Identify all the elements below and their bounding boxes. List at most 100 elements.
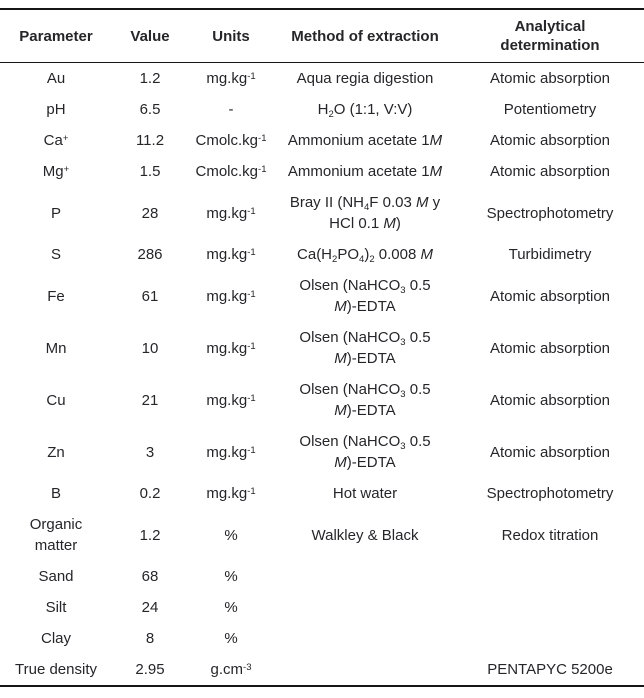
cell-units: mg.kg-1 xyxy=(206,204,256,222)
table-row: B 0.2 mg.kg-1 Hot water Spectrophotometry xyxy=(0,478,644,509)
cell-parameter: Fe xyxy=(47,287,65,305)
cell-units: mg.kg-1 xyxy=(206,70,256,87)
table-row: Clay 8% xyxy=(0,623,644,654)
cell-method: Ammonium acetate 1M xyxy=(287,132,443,149)
cell-value: 11.2 xyxy=(135,132,165,149)
cell-units: mg.kg-1 xyxy=(206,246,256,263)
cell-value: 68 xyxy=(141,568,159,585)
cell-units: - xyxy=(228,101,234,118)
cell-method: Bray II (NH4F 0.03 M y HCl 0.1 M) xyxy=(289,194,441,232)
cell-determination: Redox titration xyxy=(501,526,599,544)
cell-parameter: True density xyxy=(15,661,97,678)
cell-method: Walkley & Black xyxy=(311,526,419,544)
cell-determination: Turbidimetry xyxy=(508,246,592,263)
cell-parameter: B xyxy=(50,485,61,502)
table-body: Au 1.2 mg.kg-1 Aqua regia digestion Atomic a… xyxy=(0,63,644,687)
table-row: True density 2.95 g.cm-3 PENTAPYC 5200e xyxy=(0,654,644,686)
cell-determination: Atomic absorption xyxy=(489,287,611,305)
cell-method: Olsen (NaHCO3 0.5 M)-EDTA xyxy=(299,433,431,471)
table-row: Au 1.2 mg.kg-1 Aqua regia digestion Atomic a… xyxy=(0,63,644,95)
table-row: Zn 3 mg.kg-1 Olsen (NaHCO3 0.5 M)-EDTA Atomic… xyxy=(0,426,644,478)
cell-value: 0.2 xyxy=(139,485,161,502)
cell-units: Cmolc.kg-1 xyxy=(195,132,267,149)
cell-value: 3 xyxy=(145,443,155,461)
column-header-method: Method of extraction xyxy=(274,9,456,63)
cell-parameter: Zn xyxy=(47,443,65,461)
cell-value: 286 xyxy=(137,246,163,263)
cell-units: % xyxy=(224,568,238,585)
cell-value: 28 xyxy=(141,204,159,222)
cell-value: 8 xyxy=(145,630,155,647)
table-row: Mn 10 mg.kg-1 Olsen (NaHCO3 0.5 M)-EDTA Atomi… xyxy=(0,322,644,374)
cell-method xyxy=(274,561,456,592)
table-row: Silt 24% xyxy=(0,592,644,623)
cell-determination: Atomic absorption xyxy=(489,163,611,180)
column-header-units: Units xyxy=(188,9,274,63)
cell-determination: Spectrophotometry xyxy=(486,485,614,502)
cell-value: 1.2 xyxy=(139,526,161,544)
cell-units: mg.kg-1 xyxy=(206,339,256,357)
cell-determination: Spectrophotometry xyxy=(486,204,614,222)
column-header-parameter: Parameter xyxy=(0,9,112,63)
cell-units: mg.kg-1 xyxy=(206,485,256,502)
cell-parameter: Clay xyxy=(40,630,71,647)
cell-value: 21 xyxy=(141,391,159,409)
cell-units: Cmolc.kg-1 xyxy=(195,163,267,180)
cell-parameter: S xyxy=(50,246,61,263)
table-row: Sand 68% xyxy=(0,561,644,592)
cell-parameter: Organic matter xyxy=(29,516,83,554)
cell-determination: Atomic absorption xyxy=(489,70,611,87)
cell-parameter: Au xyxy=(46,70,66,87)
cell-value: 10 xyxy=(141,339,159,357)
cell-value: 2.95 xyxy=(135,661,165,678)
soil-analysis-table: Parameter Value Units Method of extraction A… xyxy=(0,8,644,687)
cell-determination: PENTAPYC 5200e xyxy=(487,661,613,678)
cell-determination xyxy=(456,623,644,654)
table-row: Cu 21 mg.kg-1 Olsen (NaHCO3 0.5 M)-EDTA Atomi… xyxy=(0,374,644,426)
cell-method: H2O (1:1, V:V) xyxy=(317,101,413,120)
cell-determination xyxy=(456,592,644,623)
header-row: Parameter Value Units Method of extraction A… xyxy=(0,9,644,63)
cell-parameter: Cu xyxy=(46,391,66,409)
cell-determination: Atomic absorption xyxy=(489,443,611,461)
cell-units: mg.kg-1 xyxy=(206,391,256,409)
cell-parameter: Ca+ xyxy=(43,132,69,149)
cell-parameter: Mg+ xyxy=(42,163,70,180)
cell-method: Ammonium acetate 1M xyxy=(287,163,443,180)
cell-parameter: P xyxy=(50,204,61,222)
cell-determination: Atomic absorption xyxy=(489,391,611,409)
table-row: P 28 mg.kg-1 Bray II (NH4F 0.03 M y HCl 0.1 … xyxy=(0,187,644,239)
cell-units: mg.kg-1 xyxy=(206,443,256,461)
cell-parameter: Mn xyxy=(45,339,67,357)
cell-value: 24 xyxy=(141,599,159,616)
cell-method: Ca(H2PO4)2 0.008 M xyxy=(297,246,433,265)
cell-determination xyxy=(456,561,644,592)
cell-value: 61 xyxy=(141,287,159,305)
cell-units: % xyxy=(224,526,238,544)
table-header: Parameter Value Units Method of extraction A… xyxy=(0,9,644,63)
table-row: Fe 61 mg.kg-1 Olsen (NaHCO3 0.5 M)-EDTA Atomi… xyxy=(0,270,644,322)
table-row: pH 6.5 - H2O (1:1, V:V) Potentiometry xyxy=(0,94,644,125)
cell-parameter: pH xyxy=(46,101,66,118)
cell-method: Aqua regia digestion xyxy=(296,70,434,87)
cell-determination: Atomic absorption xyxy=(489,339,611,357)
column-header-value: Value xyxy=(112,9,188,63)
cell-units: % xyxy=(224,599,238,616)
cell-units: g.cm-3 xyxy=(210,661,252,678)
table-row: Organic matter 1.2% Walkley & Black Redox ti… xyxy=(0,509,644,561)
cell-parameter: Sand xyxy=(38,568,74,585)
cell-value: 6.5 xyxy=(139,101,161,118)
table-row: Mg+ 1.5 Cmolc.kg-1 Ammonium acetate 1M Atomi… xyxy=(0,156,644,187)
cell-method: Olsen (NaHCO3 0.5 M)-EDTA xyxy=(299,277,431,315)
table-row: S 286 mg.kg-1 Ca(H2PO4)2 0.008 M Turbidimetr… xyxy=(0,239,644,270)
cell-method: Hot water xyxy=(332,485,398,502)
cell-units: mg.kg-1 xyxy=(206,287,256,305)
table-row: Ca+ 11.2 Cmolc.kg-1 Ammonium acetate 1M Atom… xyxy=(0,125,644,156)
cell-value: 1.5 xyxy=(139,163,161,180)
cell-method: Olsen (NaHCO3 0.5 M)-EDTA xyxy=(299,329,431,367)
cell-value: 1.2 xyxy=(139,70,161,87)
cell-parameter: Silt xyxy=(45,599,67,616)
cell-method: Olsen (NaHCO3 0.5 M)-EDTA xyxy=(299,381,431,419)
cell-method xyxy=(274,592,456,623)
